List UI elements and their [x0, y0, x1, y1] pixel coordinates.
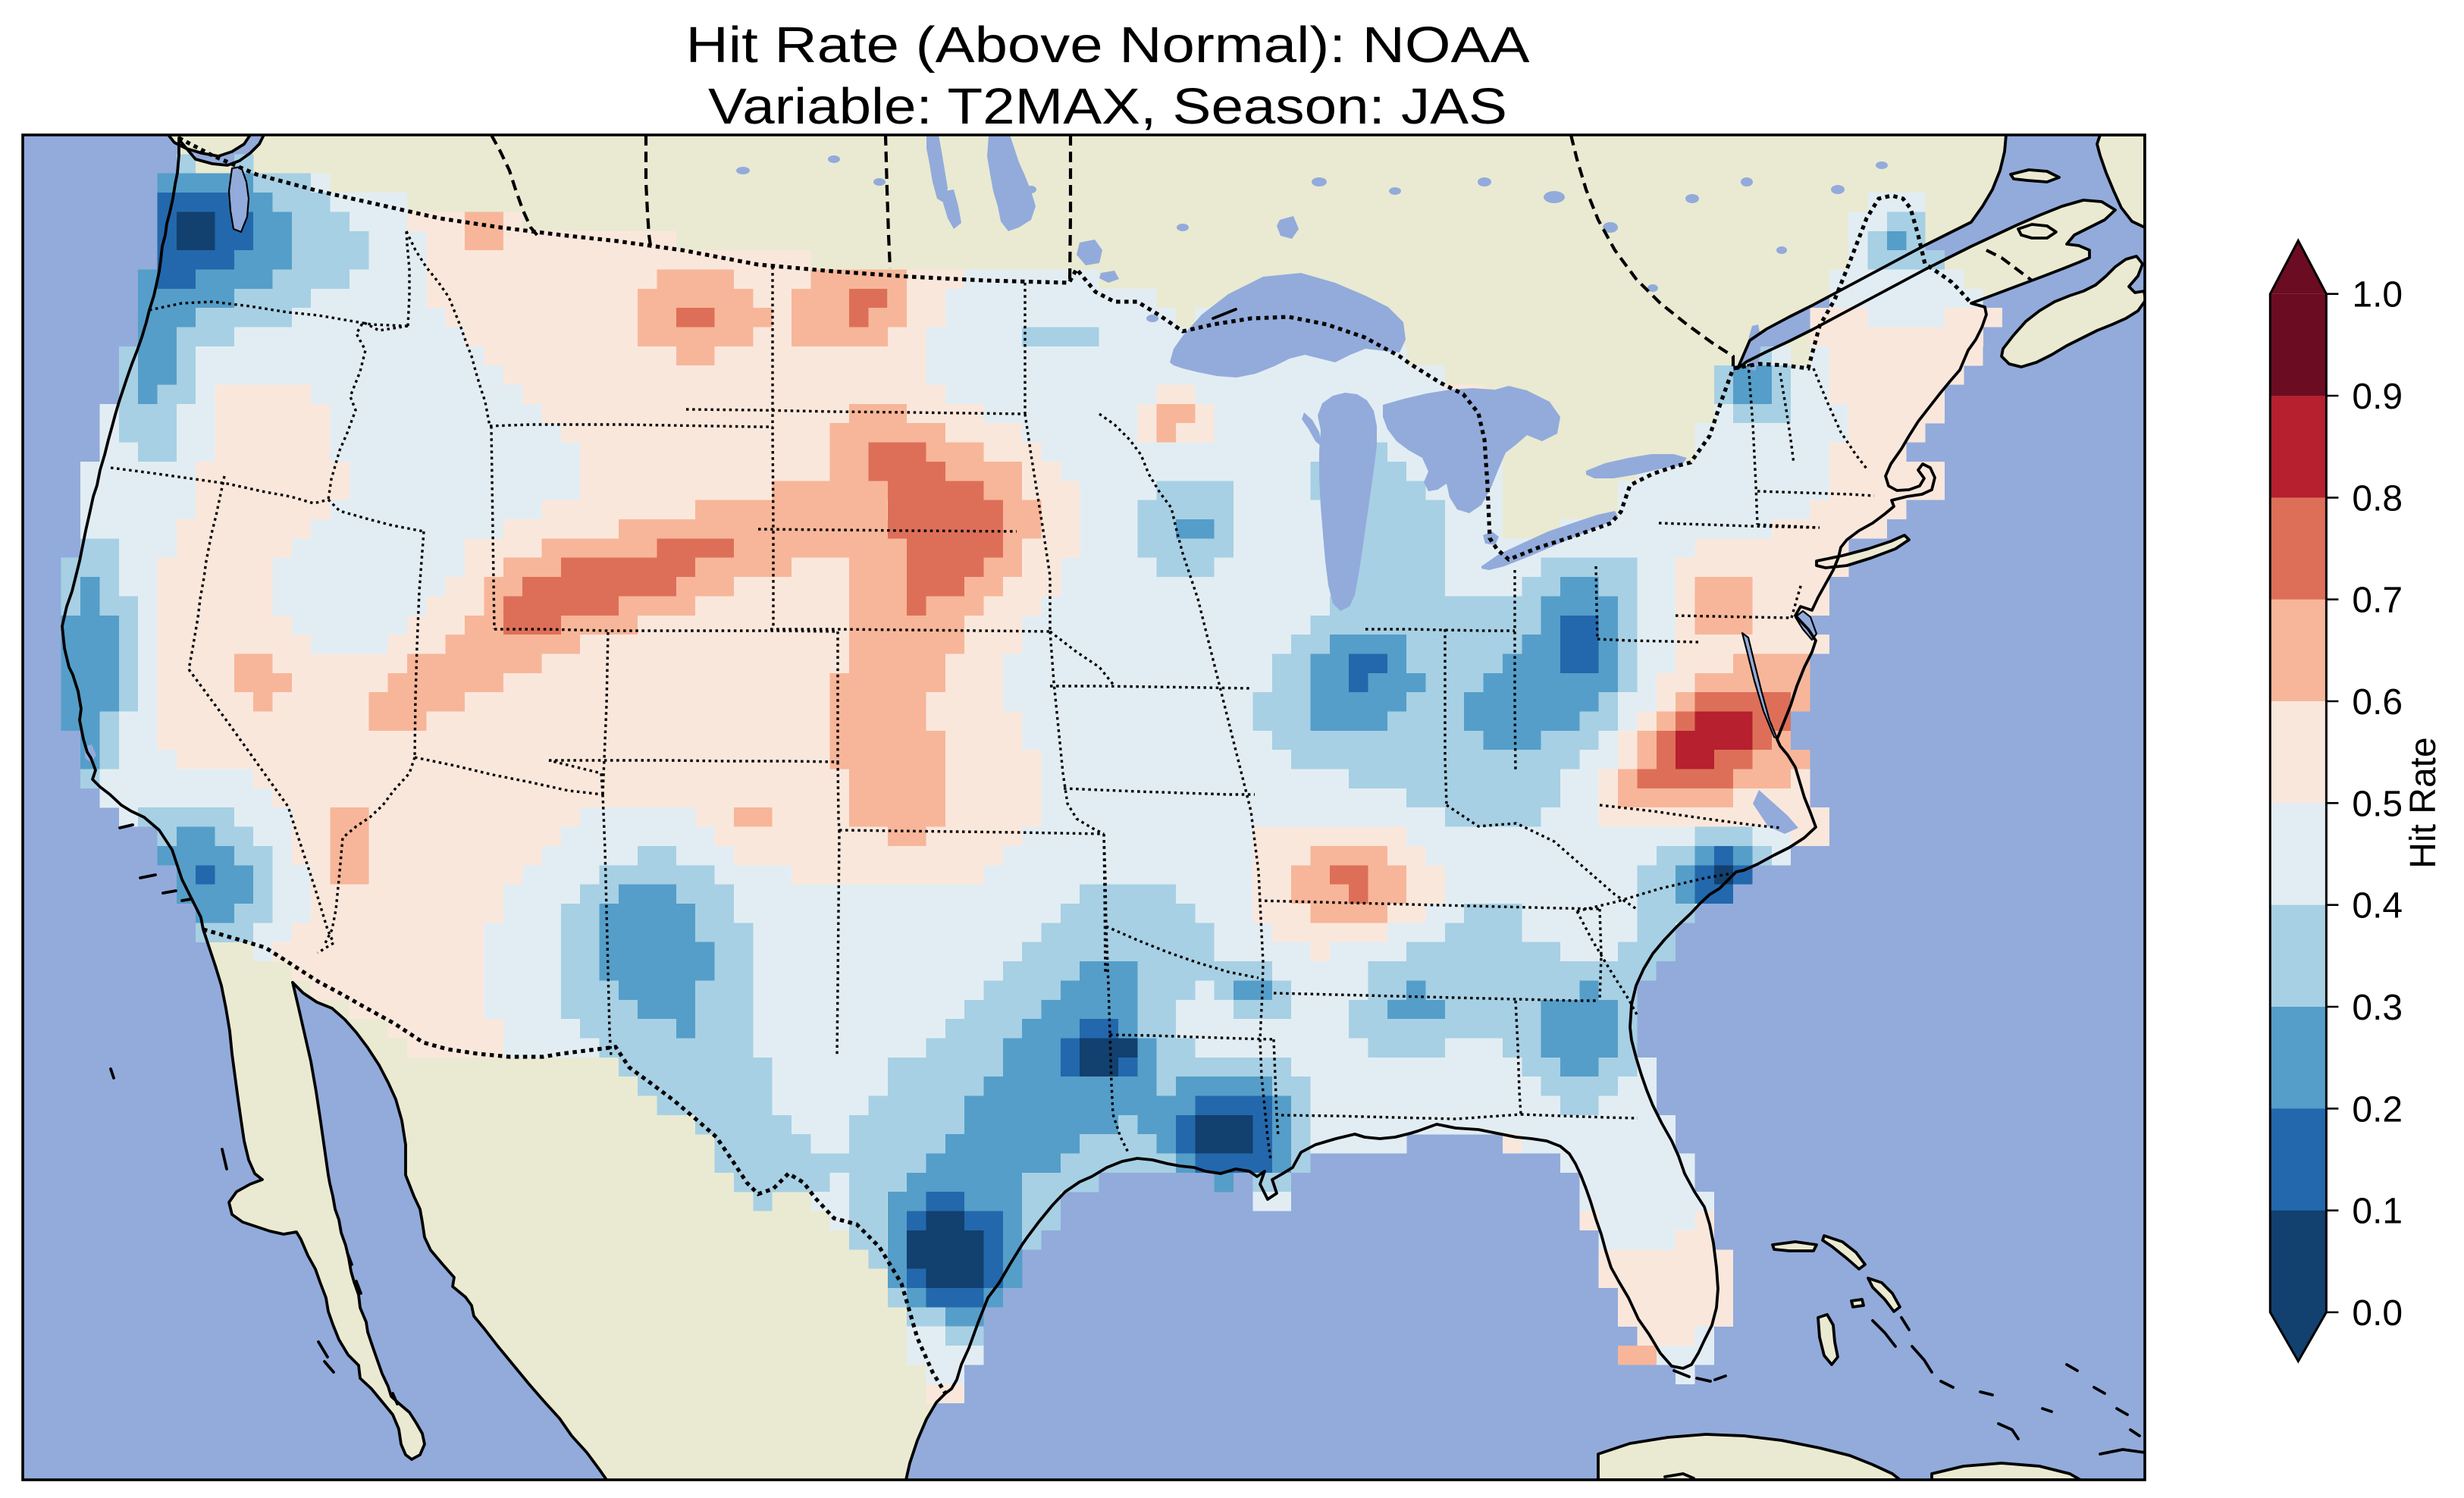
svg-text:Hit Rate (Above Normal): NOAA: Hit Rate (Above Normal): NOAA: [686, 17, 1531, 74]
svg-text:Variable: T2MAX, Season: JAS: Variable: T2MAX, Season: JAS: [708, 79, 1507, 135]
svg-text:0.3: 0.3: [2352, 988, 2403, 1028]
svg-text:0.4: 0.4: [2352, 886, 2403, 926]
svg-text:Hit Rate: Hit Rate: [2403, 737, 2444, 868]
svg-text:0.1: 0.1: [2352, 1192, 2403, 1232]
svg-text:0.7: 0.7: [2352, 581, 2403, 621]
svg-text:0.2: 0.2: [2352, 1089, 2403, 1130]
svg-text:0.8: 0.8: [2352, 478, 2403, 519]
svg-text:0.5: 0.5: [2352, 784, 2403, 824]
svg-text:0.9: 0.9: [2352, 377, 2403, 417]
svg-text:1.0: 1.0: [2352, 275, 2403, 315]
svg-text:0.0: 0.0: [2352, 1293, 2403, 1333]
svg-text:0.6: 0.6: [2352, 682, 2403, 722]
